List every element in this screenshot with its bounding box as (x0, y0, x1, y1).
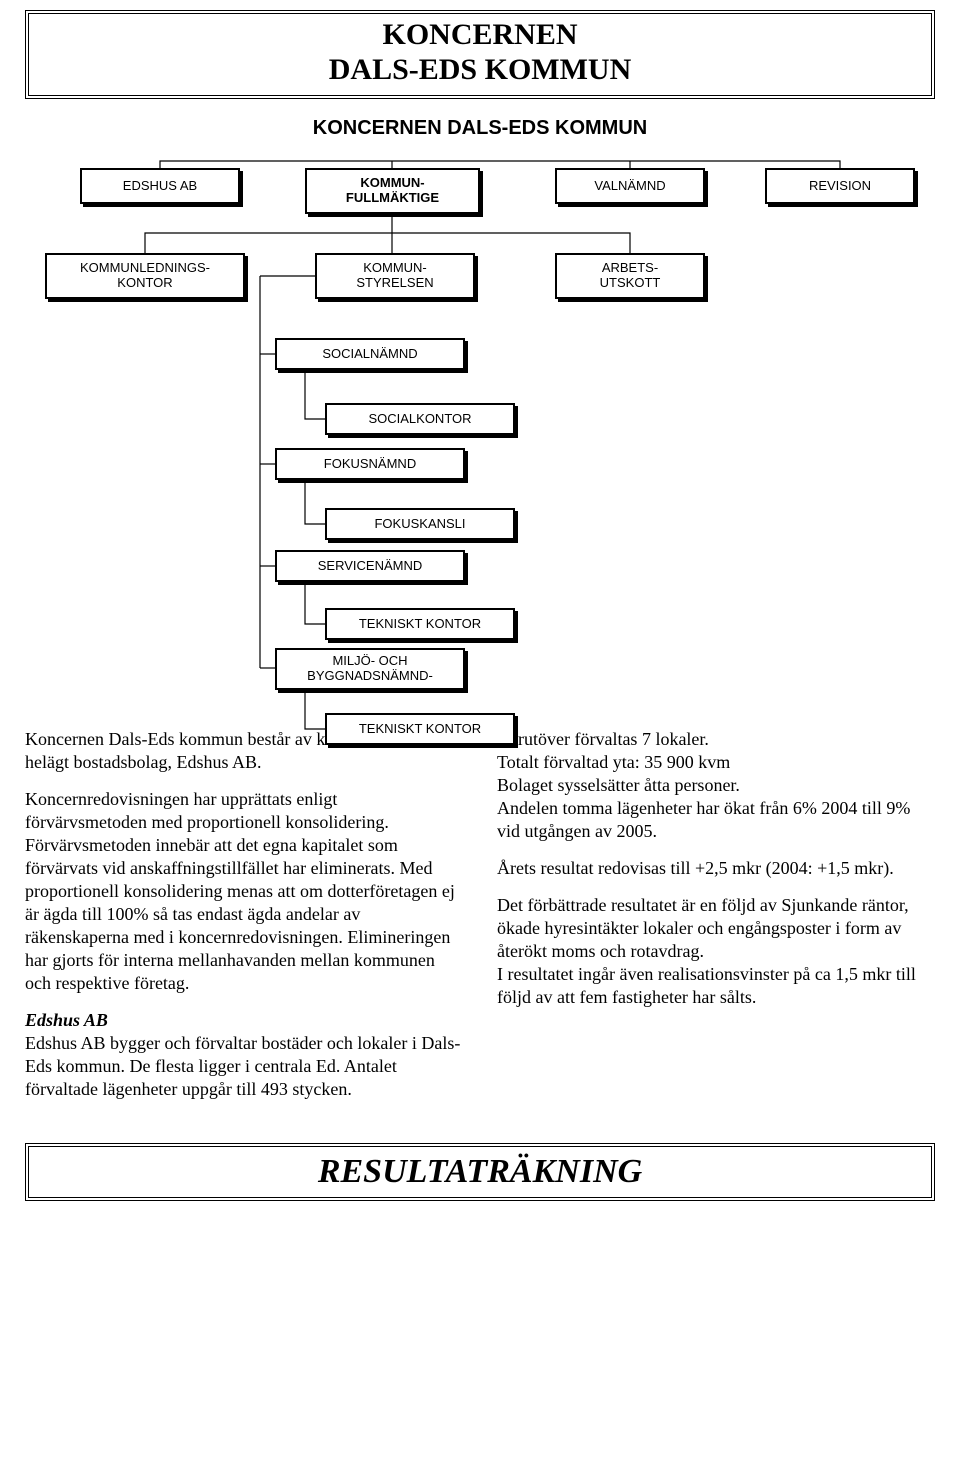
org-chart: EDSHUS AB KOMMUN-FULLMÄKTIGE VALNÄMND REVIS… (25, 158, 935, 718)
org-node-tek2: TEKNISKT KONTOR (325, 713, 515, 745)
left-p2: Koncernredovisningen har upprättats enli… (25, 788, 463, 995)
org-chart-connector (160, 161, 840, 168)
title-frame: KONCERNEN DALS-EDS KOMMUN (25, 10, 935, 99)
org-chart-connector (305, 582, 325, 624)
org-node-edshus: EDSHUS AB (80, 168, 240, 204)
org-node-kommled: KOMMUNLEDNINGS-KONTOR (45, 253, 245, 299)
right-column: Därutöver förvaltas 7 lokaler. Totalt fö… (497, 728, 935, 1115)
footer-title: RESULTATRÄKNING (318, 1153, 642, 1190)
org-node-fokusn: FOKUSNÄMND (275, 448, 465, 480)
footer-frame: RESULTATRÄKNING (25, 1143, 935, 1201)
right-p4: Andelen tomma lägenheter har ökat från 6… (497, 797, 935, 843)
title-line1: KONCERNEN (382, 18, 577, 51)
org-chart-connector (305, 370, 325, 419)
right-p7: I resultatet ingår även realisationsvins… (497, 963, 935, 1009)
chart-title: KONCERNEN DALS-EDS KOMMUN (25, 117, 935, 140)
org-node-arbets: ARBETS-UTSKOTT (555, 253, 705, 299)
org-chart-connector (305, 480, 325, 524)
right-p3: Bolaget sysselsätter åtta personer. (497, 774, 935, 797)
page: KONCERNEN DALS-EDS KOMMUN KONCERNEN DALS… (0, 0, 960, 1201)
org-chart-edges (25, 158, 935, 758)
left-subhead: Edshus AB (25, 1009, 463, 1032)
org-node-fokusk: FOKUSKANSLI (325, 508, 515, 540)
org-chart-connector (305, 690, 325, 729)
body-columns: Koncernen Dals-Eds kommun består av komm… (25, 728, 935, 1115)
right-p5: Årets resultat redovisas till +2,5 mkr (… (497, 857, 935, 880)
org-node-styrelsen: KOMMUN-STYRELSEN (315, 253, 475, 299)
main-title: KONCERNEN DALS-EDS KOMMUN (29, 18, 931, 87)
org-node-fullmaktige: KOMMUN-FULLMÄKTIGE (305, 168, 480, 214)
org-chart-connector (392, 233, 630, 253)
left-p3: Edshus AB bygger och förvaltar bostäder … (25, 1032, 463, 1101)
org-node-socialn: SOCIALNÄMND (275, 338, 465, 370)
org-chart-connector (145, 233, 392, 253)
org-node-socialk: SOCIALKONTOR (325, 403, 515, 435)
title-line2: DALS-EDS KOMMUN (329, 53, 632, 86)
org-node-tek1: TEKNISKT KONTOR (325, 608, 515, 640)
org-node-miljo: MILJÖ- OCHBYGGNADSNÄMND- (275, 648, 465, 690)
left-column: Koncernen Dals-Eds kommun består av komm… (25, 728, 463, 1115)
org-node-revision: REVISION (765, 168, 915, 204)
org-node-servicen: SERVICENÄMND (275, 550, 465, 582)
right-p6: Det förbättrade resultatet är en följd a… (497, 894, 935, 963)
org-node-valnamnd: VALNÄMND (555, 168, 705, 204)
